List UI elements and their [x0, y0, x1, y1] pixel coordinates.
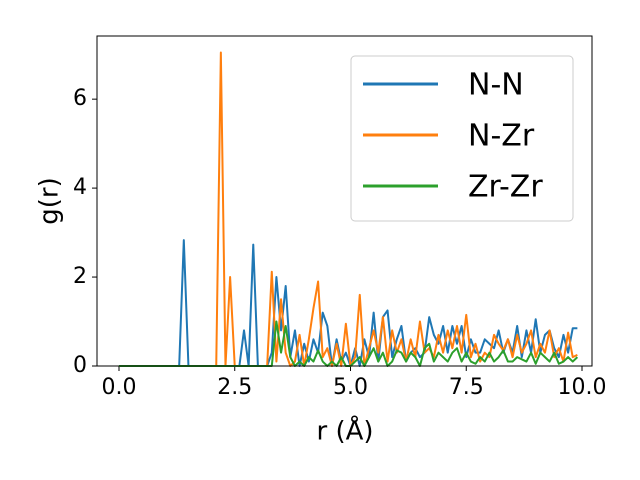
x-axis-label: r (Å) — [316, 415, 373, 447]
y-axis-label: g(r) — [35, 177, 65, 224]
x-tick-label: 5.0 — [333, 375, 368, 400]
y-tick-label: 2 — [73, 264, 87, 289]
legend-box — [350, 55, 574, 222]
x-tick-label: 0.0 — [101, 375, 136, 400]
legend-label: N-Zr — [468, 119, 535, 154]
plot-frame — [96, 35, 593, 367]
y-tick-label: 0 — [73, 353, 87, 378]
y-tick-label: 4 — [73, 175, 87, 200]
legend-label: Zr-Zr — [468, 170, 543, 205]
x-tick-label: 2.5 — [217, 375, 252, 400]
y-tick-label: 6 — [73, 86, 87, 111]
x-tick-label: 7.5 — [449, 375, 484, 400]
x-tick-label: 10.0 — [558, 375, 607, 400]
legend-label: N-N — [468, 68, 524, 103]
